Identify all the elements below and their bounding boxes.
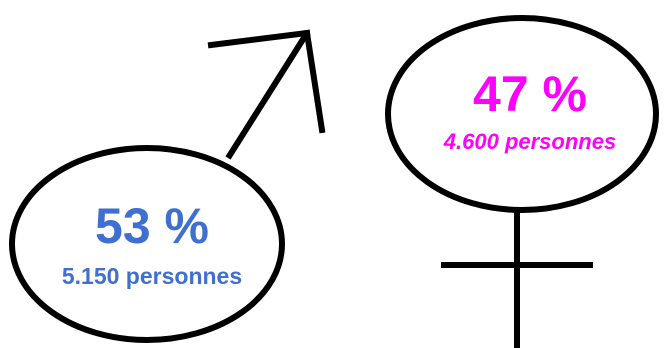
venus-symbol-icon bbox=[385, 15, 659, 348]
male-percentage: 53 % bbox=[95, 198, 209, 254]
female-count: 4.600 personnes bbox=[443, 129, 617, 154]
female-percentage: 47 % bbox=[473, 66, 587, 122]
female-circle bbox=[385, 15, 659, 213]
male-arrow-head-top bbox=[207, 29, 311, 49]
male-circle bbox=[9, 145, 285, 343]
male-arrow-shaft bbox=[225, 31, 310, 160]
male-arrow-head-side bbox=[303, 29, 326, 134]
mars-symbol-icon bbox=[9, 29, 326, 343]
male-count: 5.150 personnes bbox=[61, 263, 243, 289]
